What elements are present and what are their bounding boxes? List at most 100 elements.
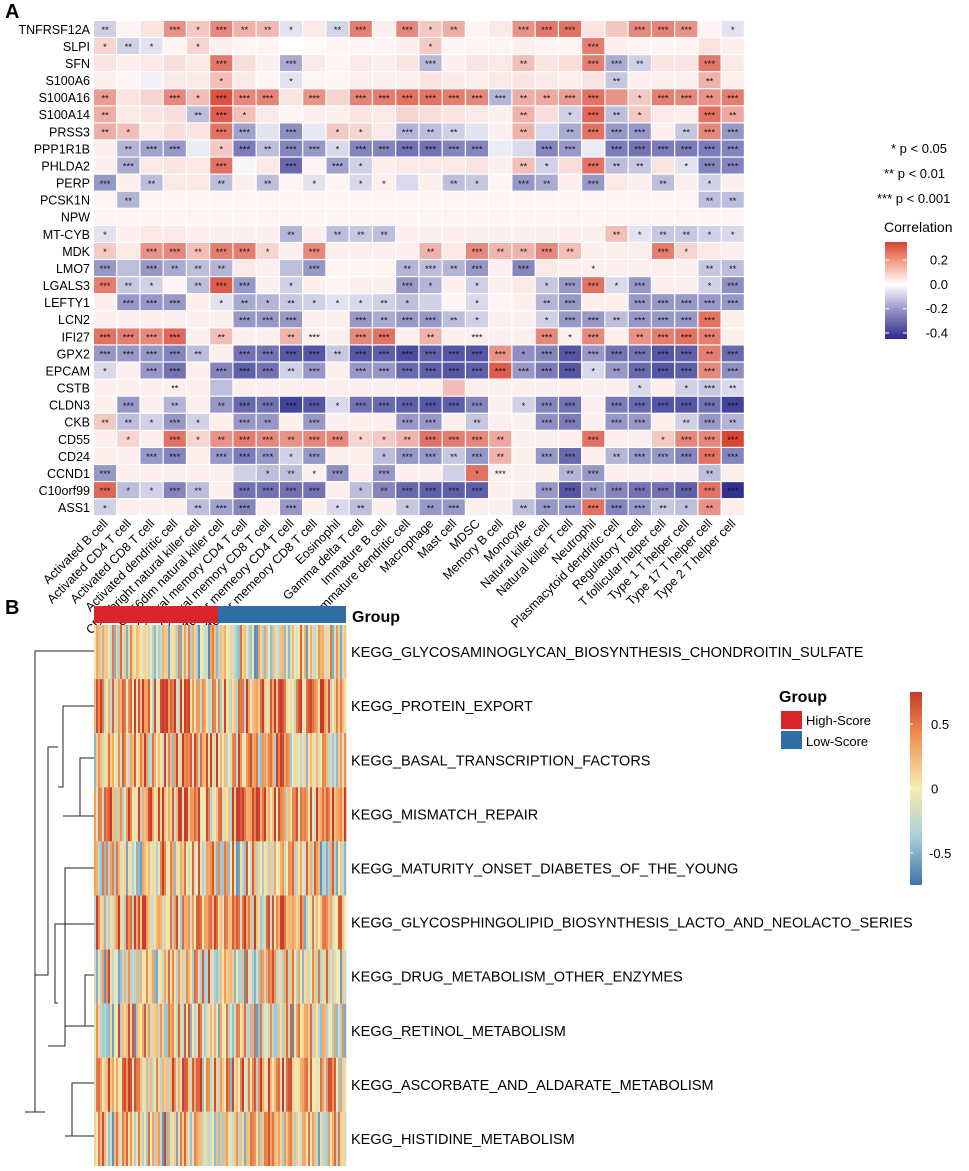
corr-cell bbox=[466, 311, 489, 328]
corr-cell bbox=[326, 123, 349, 140]
significance-mark: * bbox=[382, 435, 386, 446]
score-stripe bbox=[158, 625, 161, 680]
significance-mark: *** bbox=[518, 264, 529, 275]
score-stripe bbox=[118, 625, 121, 680]
score-stripe bbox=[280, 841, 283, 896]
significance-mark: ** bbox=[125, 145, 133, 156]
corr-cell bbox=[535, 430, 558, 447]
score-stripe bbox=[340, 1111, 343, 1166]
score-stripe bbox=[126, 1111, 129, 1166]
score-stripe bbox=[198, 1111, 201, 1166]
corr-cell bbox=[349, 465, 372, 481]
score-stripe bbox=[260, 841, 263, 896]
corr-cell bbox=[210, 191, 233, 208]
corr-cell bbox=[512, 55, 535, 72]
significance-mark: ** bbox=[264, 145, 272, 156]
corr-cell bbox=[721, 72, 744, 89]
corr-cell bbox=[303, 174, 326, 191]
corr-cell bbox=[233, 106, 256, 123]
score-stripe bbox=[152, 679, 155, 734]
corr-cell bbox=[280, 499, 303, 516]
significance-mark: *** bbox=[309, 247, 320, 258]
corr-cell bbox=[303, 225, 326, 242]
score-stripe bbox=[262, 1003, 265, 1058]
corr-cell bbox=[605, 174, 628, 191]
corr-cell bbox=[280, 208, 303, 225]
score-stripe bbox=[204, 1003, 207, 1058]
significance-mark: *** bbox=[262, 93, 273, 104]
score-stripe bbox=[172, 949, 175, 1004]
score-stripe bbox=[128, 1111, 131, 1166]
score-stripe bbox=[222, 679, 225, 734]
corr-cell bbox=[280, 55, 303, 72]
score-stripe bbox=[322, 679, 325, 734]
score-stripe bbox=[104, 1111, 107, 1166]
corr-cell bbox=[535, 277, 558, 294]
correlation-colorbar bbox=[885, 242, 907, 339]
score-stripe bbox=[238, 949, 241, 1004]
score-stripe bbox=[278, 1003, 281, 1058]
corr-cell bbox=[233, 379, 256, 396]
significance-mark: *** bbox=[611, 350, 622, 361]
corr-cell bbox=[698, 123, 721, 140]
corr-cell bbox=[187, 123, 210, 140]
corr-cell bbox=[442, 208, 465, 225]
score-stripe bbox=[262, 1111, 265, 1166]
significance-mark: *** bbox=[425, 486, 436, 497]
corr-cell bbox=[163, 448, 186, 464]
significance-mark: *** bbox=[285, 401, 296, 412]
corr-cell bbox=[187, 345, 210, 362]
score-stripe bbox=[128, 1057, 131, 1112]
score-stripe bbox=[340, 787, 343, 842]
score-stripe bbox=[98, 1003, 101, 1058]
corr-cell bbox=[210, 55, 233, 72]
significance-mark: * bbox=[103, 42, 107, 53]
significance-mark: ** bbox=[706, 264, 714, 275]
score-stripe bbox=[94, 1057, 97, 1112]
score-stripe bbox=[94, 1111, 97, 1166]
significance-mark: *** bbox=[239, 418, 250, 429]
score-stripe bbox=[254, 841, 257, 896]
corr-cell bbox=[117, 55, 140, 72]
score-stripe bbox=[288, 787, 291, 842]
significance-mark: *** bbox=[518, 367, 529, 378]
corr-cell bbox=[140, 294, 163, 311]
significance-mark: ** bbox=[101, 93, 109, 104]
significance-mark: *** bbox=[425, 93, 436, 104]
panel-a-heatmap: ** *** * *** ** ** * ** *** *** * ** *** *** *** *** ***… bbox=[94, 21, 744, 516]
score-stripe bbox=[94, 841, 97, 896]
corr-cell bbox=[535, 362, 558, 379]
corr-cell bbox=[675, 379, 698, 396]
score-stripe bbox=[268, 787, 271, 842]
significance-mark: *** bbox=[681, 486, 692, 497]
score-stripe bbox=[302, 895, 305, 950]
corr-cell bbox=[117, 448, 140, 464]
corr-cell bbox=[605, 430, 628, 447]
score-stripe bbox=[252, 787, 255, 842]
corr-cell bbox=[559, 482, 582, 499]
significance-mark: *** bbox=[564, 401, 575, 412]
corr-cell bbox=[280, 106, 303, 123]
corr-cell bbox=[535, 157, 558, 174]
score-stripe bbox=[310, 1111, 313, 1166]
score-stripe bbox=[246, 679, 249, 734]
score-stripe bbox=[184, 1057, 187, 1112]
significance-mark: *** bbox=[704, 486, 715, 497]
score-stripe bbox=[242, 1111, 245, 1166]
corr-cell bbox=[419, 243, 442, 259]
score-stripe bbox=[168, 679, 171, 734]
significance-mark: *** bbox=[425, 350, 436, 361]
score-stripe bbox=[260, 679, 263, 734]
score-stripe bbox=[332, 1003, 335, 1058]
corr-cell bbox=[140, 55, 163, 72]
score-stripe bbox=[146, 733, 149, 788]
score-stripe bbox=[122, 625, 125, 680]
score-stripe bbox=[180, 841, 183, 896]
corr-cell bbox=[419, 89, 442, 106]
score-stripe bbox=[312, 1111, 315, 1166]
score-stripe bbox=[144, 1003, 147, 1058]
significance-mark: *** bbox=[309, 145, 320, 156]
corr-cell bbox=[163, 499, 186, 516]
score-stripe bbox=[184, 679, 187, 734]
gene-label: PRSS3 bbox=[49, 125, 90, 139]
